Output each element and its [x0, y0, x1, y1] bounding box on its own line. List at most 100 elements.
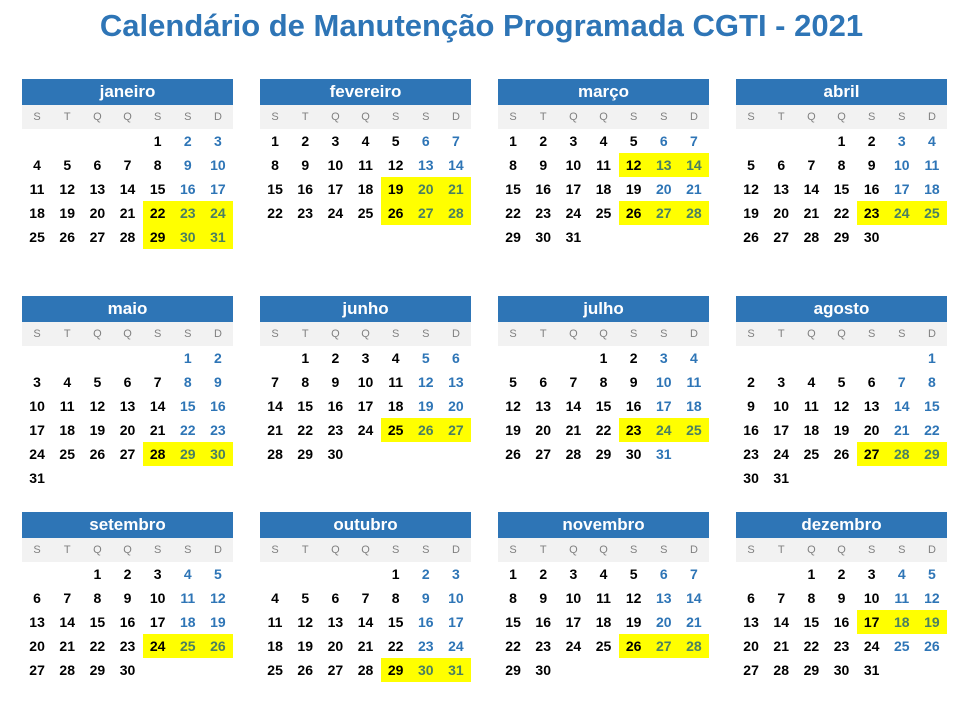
week-row: 1	[736, 346, 947, 370]
weekday-label: D	[917, 105, 947, 129]
week-row: 21222324252627	[260, 418, 471, 442]
day-cell: 3	[766, 370, 796, 394]
weekday-label: Q	[82, 538, 112, 562]
day-cell: 5	[411, 346, 441, 370]
weekday-label: S	[173, 322, 203, 346]
day-cell: 19	[736, 201, 766, 225]
empty-cell	[588, 225, 618, 249]
empty-cell	[796, 346, 826, 370]
day-cell: 14	[260, 394, 290, 418]
day-cell: 5	[826, 370, 856, 394]
day-cell: 29	[381, 658, 411, 682]
day-cell: 15	[260, 177, 290, 201]
weekday-label: Q	[558, 322, 588, 346]
weekday-row: STQQSSD	[22, 105, 233, 129]
weekday-label: D	[441, 105, 471, 129]
weekday-label: S	[260, 322, 290, 346]
empty-cell	[143, 346, 173, 370]
day-cell: 2	[528, 562, 558, 586]
day-cell: 22	[143, 201, 173, 225]
weekday-label: S	[619, 322, 649, 346]
day-cell: 1	[82, 562, 112, 586]
week-row: 45678910	[22, 153, 233, 177]
day-cell: 18	[22, 201, 52, 225]
day-cell: 26	[917, 634, 947, 658]
month-header: outubro	[260, 512, 471, 538]
day-cell: 29	[173, 442, 203, 466]
day-cell: 25	[679, 418, 709, 442]
day-cell: 17	[143, 610, 173, 634]
day-cell: 20	[112, 418, 142, 442]
day-cell: 1	[796, 562, 826, 586]
day-cell: 13	[112, 394, 142, 418]
day-cell: 27	[528, 442, 558, 466]
day-cell: 25	[588, 634, 618, 658]
day-cell: 26	[826, 442, 856, 466]
weekday-label: T	[766, 322, 796, 346]
week-row: 20212223242526	[736, 634, 947, 658]
week-row: 11121314151617	[22, 177, 233, 201]
day-cell: 22	[498, 201, 528, 225]
weekday-label: D	[441, 538, 471, 562]
day-cell: 10	[766, 394, 796, 418]
day-cell: 8	[917, 370, 947, 394]
empty-cell	[887, 346, 917, 370]
month-header: setembro	[22, 512, 233, 538]
day-cell: 30	[173, 225, 203, 249]
week-row: 20212223242526	[22, 634, 233, 658]
day-cell: 22	[796, 634, 826, 658]
day-cell: 1	[143, 129, 173, 153]
day-cell: 28	[887, 442, 917, 466]
day-cell: 30	[528, 658, 558, 682]
day-cell: 21	[887, 418, 917, 442]
week-row: 78910111213	[260, 370, 471, 394]
day-cell: 9	[290, 153, 320, 177]
empty-cell	[528, 346, 558, 370]
day-cell: 13	[766, 177, 796, 201]
day-cell: 20	[766, 201, 796, 225]
day-cell: 15	[796, 610, 826, 634]
day-cell: 23	[528, 201, 558, 225]
day-cell: 23	[619, 418, 649, 442]
weekday-label: Q	[350, 322, 380, 346]
day-cell: 2	[411, 562, 441, 586]
day-cell: 26	[82, 442, 112, 466]
day-cell: 3	[649, 346, 679, 370]
day-cell: 11	[22, 177, 52, 201]
week-row: 567891011	[736, 153, 947, 177]
month-header: julho	[498, 296, 709, 322]
day-cell: 29	[290, 442, 320, 466]
week-row: 3031	[736, 466, 947, 490]
day-cell: 1	[498, 562, 528, 586]
day-cell: 5	[203, 562, 233, 586]
day-cell: 7	[441, 129, 471, 153]
day-cell: 8	[796, 586, 826, 610]
day-cell: 15	[498, 177, 528, 201]
day-cell: 15	[498, 610, 528, 634]
empty-cell	[917, 466, 947, 490]
day-cell: 7	[887, 370, 917, 394]
day-cell: 30	[112, 658, 142, 682]
day-cell: 10	[558, 586, 588, 610]
day-cell: 26	[619, 201, 649, 225]
weekday-label: S	[649, 322, 679, 346]
day-cell: 29	[498, 225, 528, 249]
day-cell: 9	[203, 370, 233, 394]
day-cell: 30	[320, 442, 350, 466]
day-cell: 9	[173, 153, 203, 177]
week-row: 12131415161718	[736, 177, 947, 201]
day-cell: 23	[528, 634, 558, 658]
weekday-label: S	[649, 105, 679, 129]
week-row: 1234567	[498, 562, 709, 586]
day-cell: 18	[350, 177, 380, 201]
day-cell: 6	[441, 346, 471, 370]
day-cell: 11	[917, 153, 947, 177]
month-outubro: outubroSTQQSSD12345678910111213141516171…	[260, 512, 471, 682]
empty-cell	[260, 562, 290, 586]
weekday-label: Q	[826, 105, 856, 129]
day-cell: 28	[52, 658, 82, 682]
day-cell: 6	[22, 586, 52, 610]
weekday-label: S	[143, 105, 173, 129]
weekday-label: Q	[320, 322, 350, 346]
day-cell: 18	[887, 610, 917, 634]
